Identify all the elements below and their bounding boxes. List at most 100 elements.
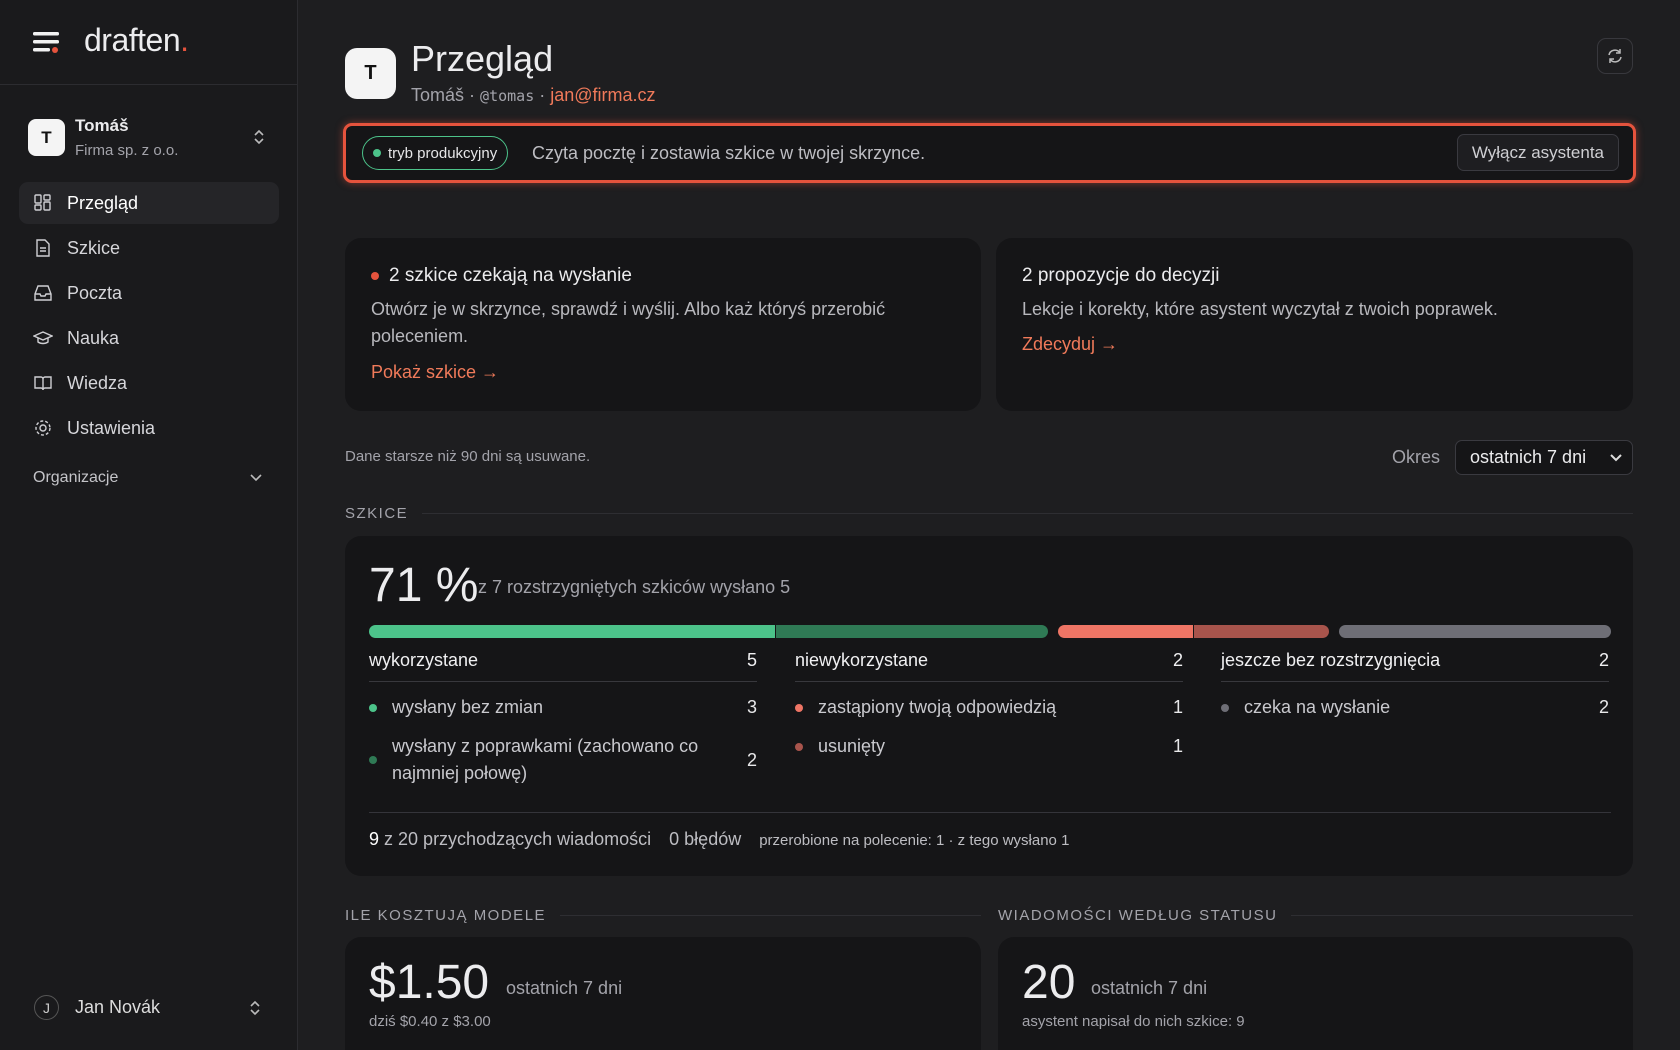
nav-icon [33,331,53,345]
status-count: 1 [1172,736,1183,756]
group-name: niewykorzystane [795,650,929,670]
drafts-stats-card: 71 % z 7 rozstrzygniętych szkiców wysłan… [345,536,1633,876]
badge-text: tryb produkcyjny [388,144,498,162]
status-dot [369,756,377,764]
card-link[interactable]: Pokaż szkice → [371,362,500,382]
bar-segment [1339,625,1611,638]
bar-segment [776,625,1048,638]
menu-icon[interactable] [33,31,61,55]
status-period: ostatnich 7 dni [1091,978,1208,998]
nav-item[interactable]: Poczta [19,272,279,314]
group-count: 2 [1598,650,1609,670]
group-name: jeszcze bez rozstrzygnięcia [1221,650,1441,670]
status-label: usunięty [818,736,886,756]
brand-name: draften [84,22,181,58]
period-label: Okres [1392,447,1441,467]
page-subtitle: Tomáš · @tomas · jan@firma.cz [411,85,656,106]
card-text: Otwórz je w skrzynce, sprawdź i wyślij. … [371,299,886,346]
mode-badge: tryb produkcyjny [362,136,509,170]
rate-summary: z 7 rozstrzygniętych szkiców wysłano 5 [478,577,791,597]
section-heading-text: SZKICE [345,505,409,522]
separator: · [469,85,476,105]
card-title: 2 szkice czekają na wysłanie [371,265,632,287]
nav-icon [36,239,50,257]
nav-label: Szkice [67,237,121,258]
status-group: niewykorzystane 2 zastąpiony twoją odpowie… [795,650,1183,760]
section-toggle[interactable] [249,472,263,484]
user-switch[interactable] [248,999,262,1017]
page-title: Przegląd [411,38,554,79]
user-name: Tomáš [411,85,465,105]
status-note: asystent napisał do nich szkice: 9 [1022,1013,1245,1030]
nav-item[interactable]: Nauka [19,317,279,359]
nav-label: Ustawienia [67,417,156,438]
status-count: 1 [1172,697,1183,717]
status-value: 20 [1022,956,1076,1009]
section-heading: WIADOMOŚCI WEDŁUG STATUSU [998,907,1633,924]
nav-label: Przegląd [67,192,139,213]
banner-text: Czyta pocztę i zostawia szkice w twojej … [532,143,926,163]
status-banner: tryb produkcyjny Czyta pocztę i zostawia… [343,123,1636,183]
status-item: zastąpiony twoją odpowiedzią 1 [795,694,1183,721]
group-count: 5 [746,650,757,670]
nav-label: Wiedza [67,372,128,393]
email[interactable]: jan@firma.cz [550,85,656,105]
nav-label: Nauka [67,327,120,348]
proposals-card: 2 propozycje do decyzji Lekcje i korekty… [996,238,1633,411]
workspace-switch[interactable] [252,128,266,146]
section-heading: ILE KOSZTUJĄ MODELE [345,907,981,924]
period-value: ostatnich 7 dni [1470,447,1587,467]
card-title-text: 2 szkice czekają na wysłanie [389,265,632,286]
status-count: 2 [746,749,757,770]
redo-note: przerobione na polecenie: 1 · z tego wys… [759,832,1070,849]
status-dot [369,703,377,712]
select-arrow [1610,454,1622,462]
refresh-button[interactable] [1597,38,1633,74]
incoming-count: 9 [369,829,380,849]
cost-note: dziś $0.40 z $3.00 [369,1013,491,1030]
card-link[interactable]: Zdecyduj → [1022,334,1119,354]
nav-item[interactable]: Szkice [19,227,279,269]
nav-item[interactable]: Wiedza [19,362,279,404]
user-name[interactable]: Jan Novák [75,997,161,1017]
group-name: wykorzystane [369,650,479,670]
status-group: jeszcze bez rozstrzygnięcia 2 czeka na wys… [1221,650,1609,721]
workspace-org: Firma sp. z o.o. [75,142,179,159]
divider [369,812,1611,813]
status-item: usunięty 1 [795,733,1183,760]
disable-button[interactable]: Wyłącz asystenta [1456,134,1619,171]
nav-icon [34,194,51,211]
status-count: 2 [1598,697,1609,717]
badge-dot [373,149,381,157]
nav-icon [35,420,51,436]
section-heading-text: WIADOMOŚCI WEDŁUG STATUSU [998,907,1278,924]
incoming-text: z 20 przychodzących wiadomości [384,829,652,849]
nav-icon [34,285,52,301]
status-card: 20 ostatnich 7 dni asystent napisał do n… [998,937,1633,1050]
status-dot [795,703,803,712]
period-select[interactable]: ostatnich 7 dni [1455,440,1633,475]
card-title: 2 propozycje do decyzji [1022,265,1220,286]
bar-segment [1057,625,1193,638]
status-item: wysłany bez zmian 3 [369,694,757,721]
status-dot [795,742,803,751]
nav-label: Poczta [67,282,123,303]
drafts-card: 2 szkice czekają na wysłanie Otwórz je w… [345,238,981,411]
costs-card: $1.50 ostatnich 7 dni dziś $0.40 z $3.00 [345,937,981,1050]
divider [0,84,298,85]
group-header: wykorzystane 5 [369,650,757,682]
errors: 0 błędów [669,829,742,849]
bar-segment [1193,625,1330,638]
status-label: wysłany bez zmian [392,697,544,717]
nav-item[interactable]: Ustawienia [19,407,279,449]
bar-segment [369,625,776,638]
nav-item[interactable]: Przegląd [19,182,279,224]
nav-icon [34,376,52,391]
status-item: wysłany z poprawkami (zachowano co najmn… [369,733,757,787]
status-label: czeka na wysłanie [1244,697,1391,717]
brand: draften. [84,22,189,59]
handle: @tomas [480,87,535,105]
page-avatar: T [345,48,396,99]
refresh-icon [1608,49,1622,63]
